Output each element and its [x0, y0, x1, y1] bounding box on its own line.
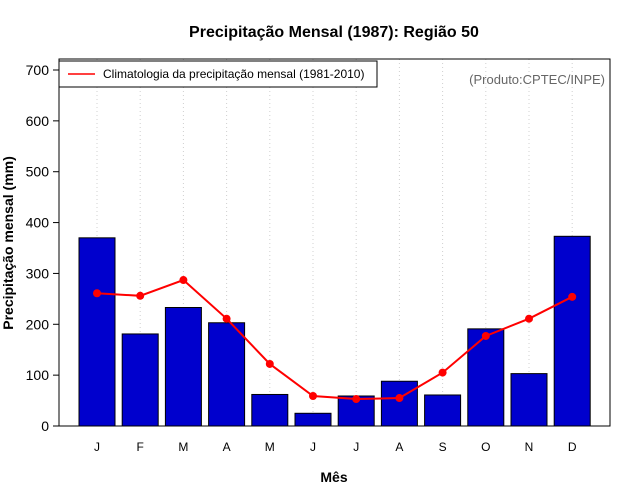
x-tick-label: S [439, 440, 447, 454]
bar [121, 333, 159, 427]
climatology-line [96, 278, 573, 401]
climatology-point [352, 395, 361, 404]
bar [424, 394, 462, 427]
x-tick-label: A [395, 440, 403, 454]
climatology-point [179, 276, 188, 285]
y-tick-label: 600 [26, 113, 50, 129]
x-axis-label: Mês [320, 469, 347, 485]
bar [553, 235, 591, 427]
climatology-point [525, 314, 533, 323]
y-tick-label: 100 [26, 367, 50, 383]
bar [467, 328, 505, 427]
y-axis-label: Precipitação mensal (mm) [0, 156, 16, 330]
y-tick-label: 200 [26, 316, 50, 332]
x-tick-label: J [353, 440, 359, 454]
axes: 0 100 200 300 400 500 600 700 J F M A M J J A S O N D [26, 58, 611, 454]
x-tick-label: J [310, 440, 316, 454]
climatology-point [395, 394, 404, 403]
y-tick-label: 500 [26, 164, 50, 180]
climatology-point [222, 314, 231, 323]
legend-label: Climatologia da precipitação mensal (198… [103, 67, 364, 81]
x-tick-label: O [481, 440, 490, 454]
y-tick-label: 300 [26, 265, 50, 281]
climatology-series [93, 276, 577, 404]
y-tick-label: 700 [26, 62, 50, 78]
bar [208, 322, 246, 427]
bar [510, 373, 548, 427]
bar [380, 380, 418, 427]
x-tick-label: M [178, 440, 188, 454]
x-tick-label: N [525, 440, 534, 454]
climatology-point [568, 292, 577, 301]
climatology-point [438, 368, 447, 377]
climatology-point [481, 331, 490, 340]
y-tick-label: 400 [26, 215, 50, 231]
climatology-point [309, 391, 317, 400]
x-tick-label: D [568, 440, 577, 454]
bar [294, 412, 332, 427]
climatology-point [136, 291, 145, 300]
bar [251, 393, 289, 427]
climatology-point [265, 359, 274, 368]
legend: Climatologia da precipitação mensal (198… [58, 60, 378, 88]
x-tick-label: F [137, 440, 144, 454]
bar [164, 307, 202, 427]
legend-box [58, 60, 378, 88]
plot-frame [58, 58, 611, 427]
x-tick-label: A [223, 440, 231, 454]
bar [78, 237, 116, 427]
y-tick-label: 0 [41, 418, 49, 434]
x-tick-label: M [265, 440, 275, 454]
x-tick-label: J [94, 440, 100, 454]
credit-text: (Produto:CPTEC/INPE) [469, 72, 605, 87]
chart-title: Precipitação Mensal (1987): Região 50 [189, 24, 479, 41]
climatology-point [93, 289, 101, 298]
